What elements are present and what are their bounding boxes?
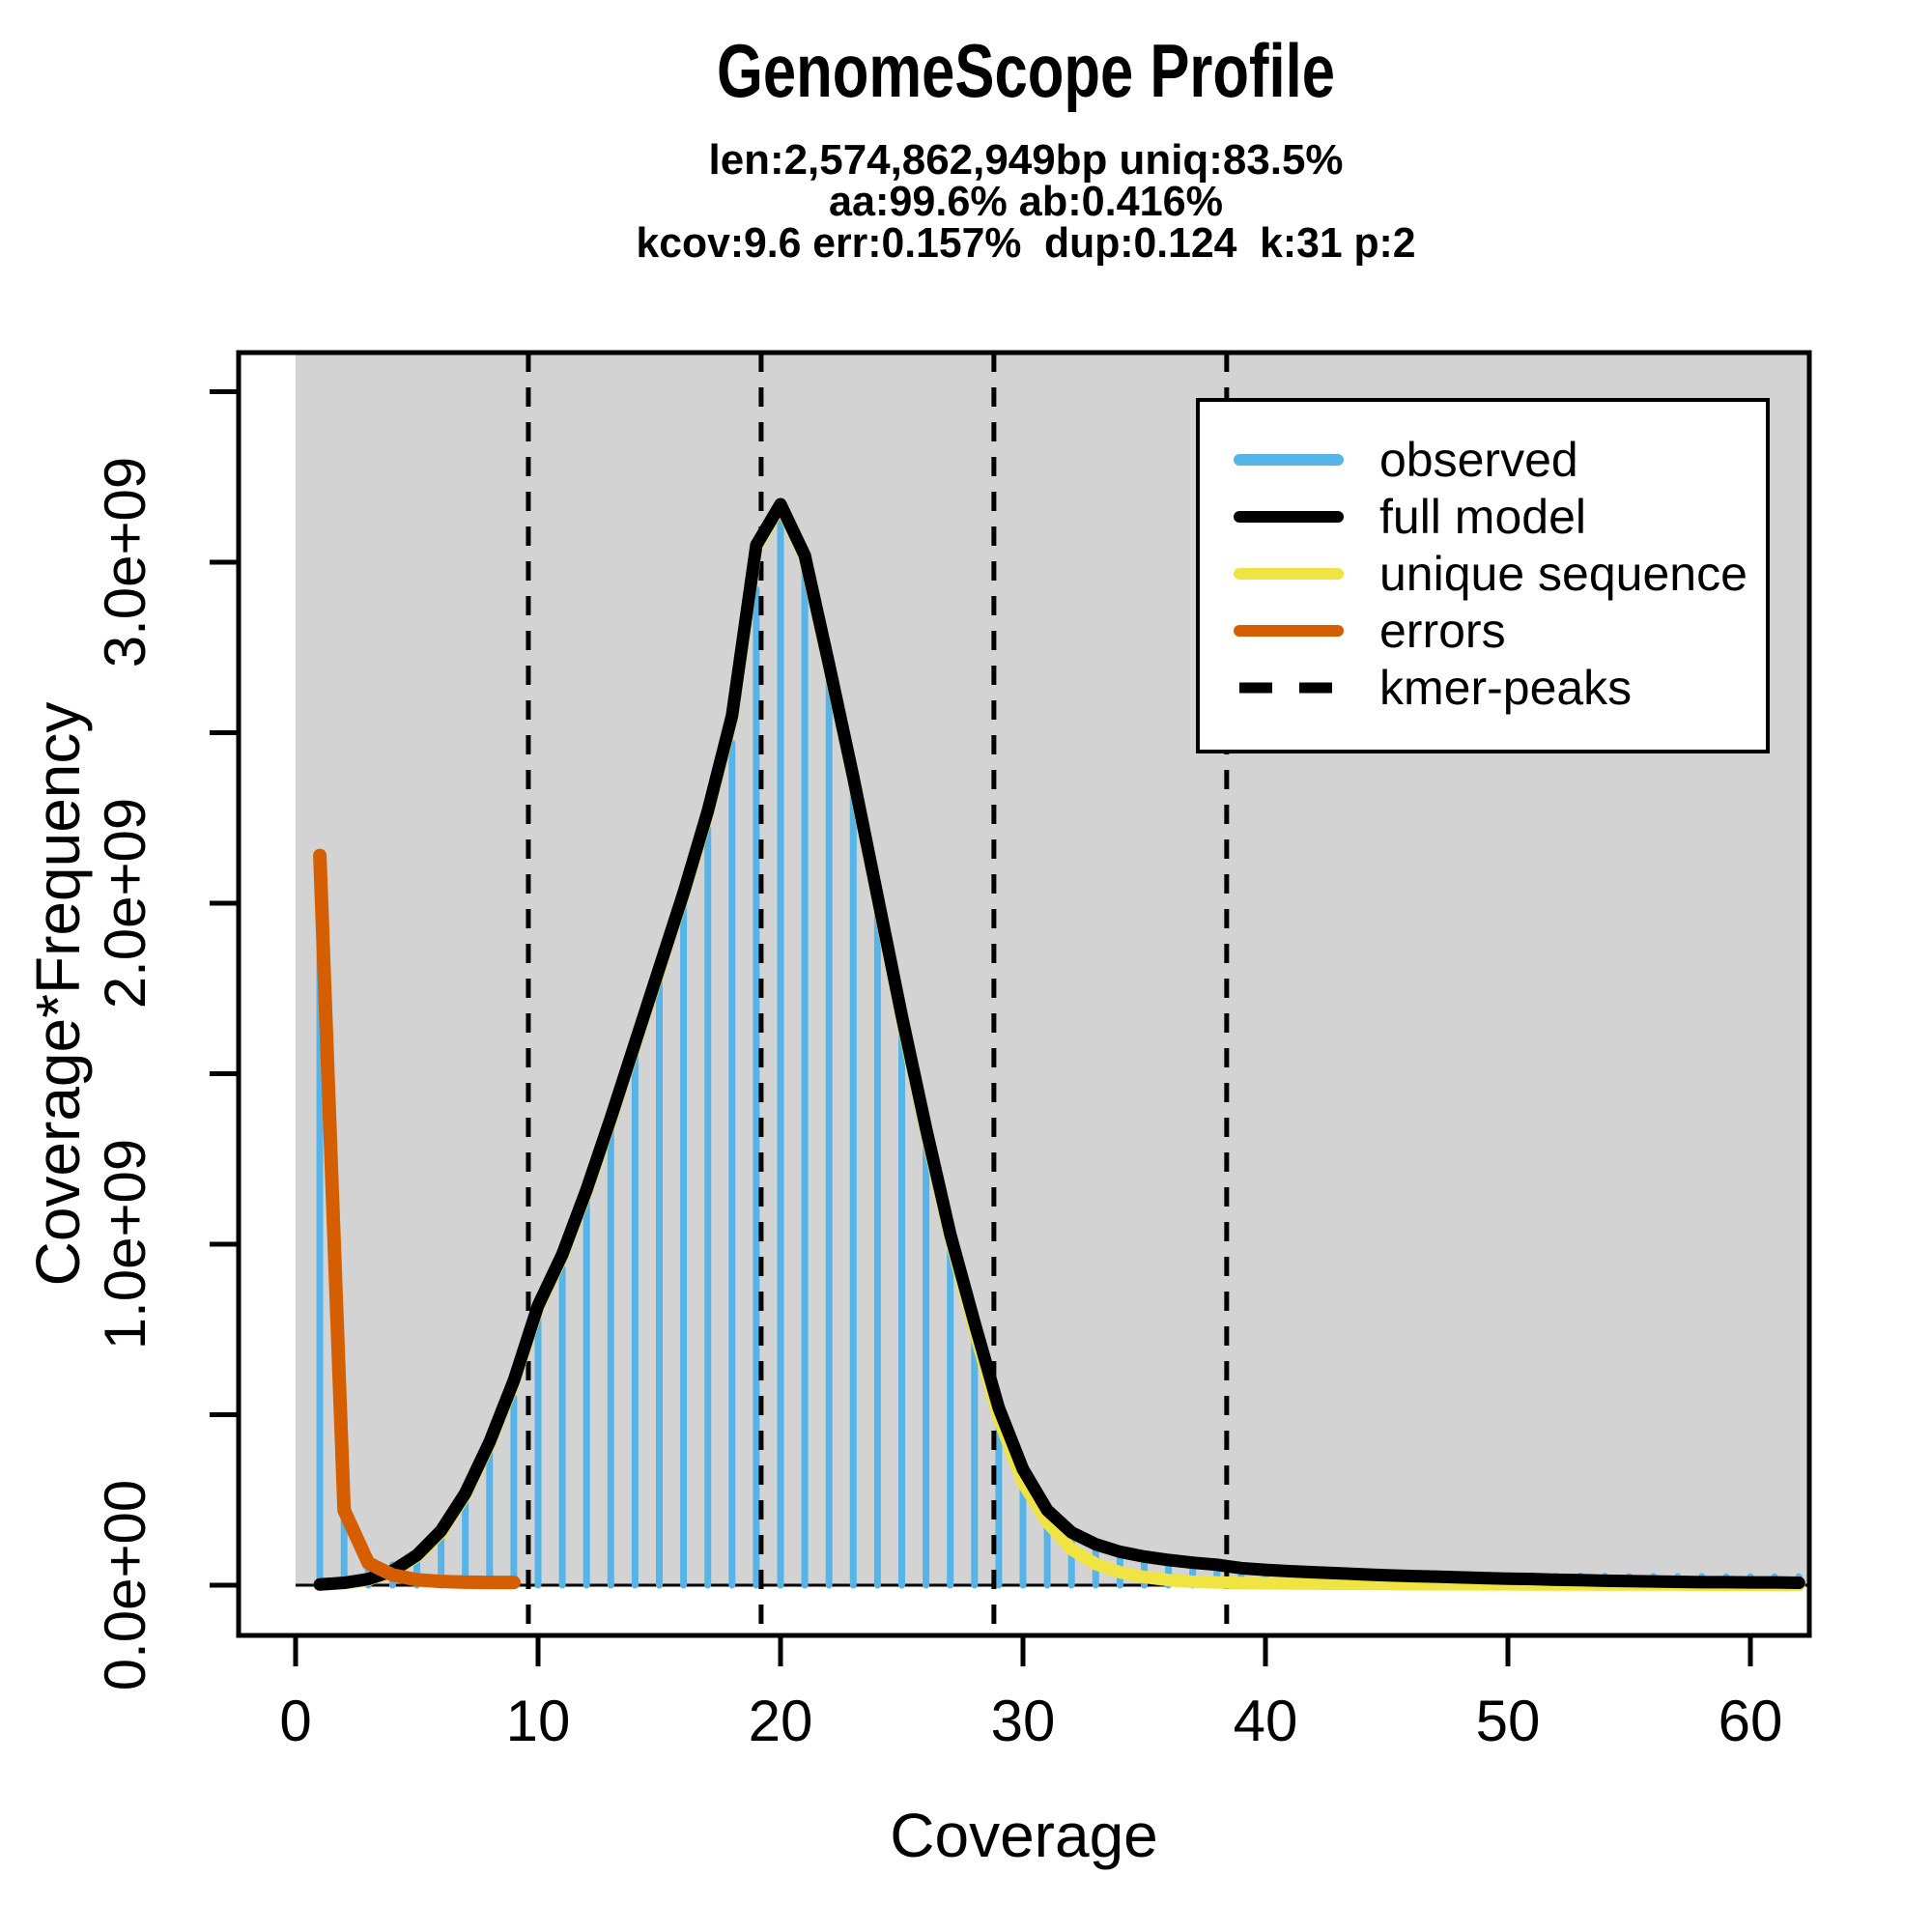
y-axis-tick-label: 3.0e+09 <box>93 457 157 668</box>
x-axis-tick-label: 30 <box>991 1689 1056 1753</box>
legend-item-label: full model <box>1379 490 1586 544</box>
legend-item-label: unique sequence <box>1379 547 1747 601</box>
x-axis-tick-label: 50 <box>1476 1689 1541 1753</box>
x-axis-tick-label: 40 <box>1234 1689 1298 1753</box>
axes: 0 10 20 30 40 50 60 0.0e+00 1.0e+09 2.0e+09 3.0e+0… <box>93 389 1783 1753</box>
legend-item-label: observed <box>1379 433 1578 487</box>
x-axis-tick-label: 20 <box>749 1689 813 1753</box>
y-axis-tick-label: 2.0e+09 <box>93 798 157 1009</box>
x-axis-title: Coverage <box>890 1801 1158 1870</box>
y-axis-title: Coverage*Frequency <box>23 702 93 1287</box>
full-model-curve <box>313 497 1805 1591</box>
chart-subtitle-line-3: kcov:9.6 err:0.157% dup:0.124 k:31 p:2 <box>637 219 1416 267</box>
chart-subtitle-line-2: aa:99.6% ab:0.416% <box>829 178 1223 225</box>
y-axis-tick-label: 0.0e+00 <box>93 1480 157 1691</box>
errors-curve <box>313 848 521 1590</box>
legend-item-label: errors <box>1379 604 1506 658</box>
y-axis-tick-label: 1.0e+09 <box>93 1139 157 1350</box>
x-axis-tick-label: 60 <box>1719 1689 1783 1753</box>
x-axis-tick-label: 10 <box>506 1689 571 1753</box>
chart-title: GenomeScope Profile <box>717 28 1335 113</box>
x-axis-tick-label: 0 <box>279 1689 311 1753</box>
chart-subtitle-line-1: len:2,574,862,949bp uniq:83.5% <box>709 136 1344 184</box>
legend-item-label: kmer-peaks <box>1379 661 1632 715</box>
